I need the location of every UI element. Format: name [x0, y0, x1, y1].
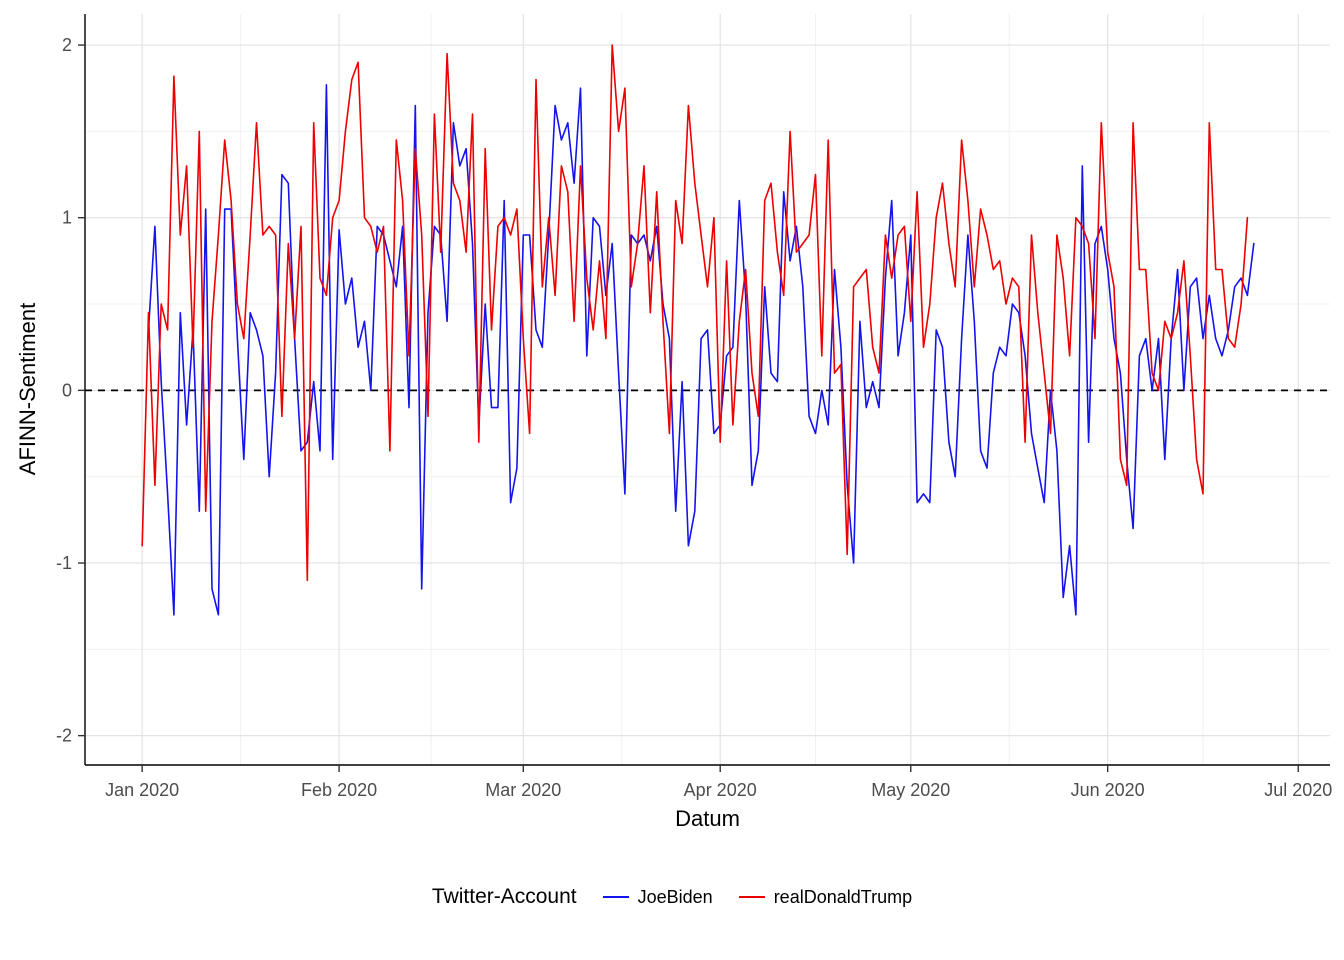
x-tick-label: Jun 2020	[1071, 780, 1145, 800]
x-tick-label: Feb 2020	[301, 780, 377, 800]
legend-label-realdonaldtrump: realDonaldTrump	[773, 886, 913, 907]
x-tick-label: Apr 2020	[684, 780, 757, 800]
series-line-realdonaldtrump	[141, 44, 1249, 582]
legend-label-joebiden: JoeBiden	[637, 886, 713, 907]
y-axis-title: AFINN-Sentiment	[15, 302, 40, 476]
legend-title: Twitter-Account	[431, 885, 577, 908]
legend-line-icon	[738, 896, 765, 898]
x-axis-title: Datum	[675, 806, 740, 831]
x-tick-label: Jan 2020	[105, 780, 179, 800]
y-tick-label: 2	[62, 35, 72, 55]
legend-line-icon	[602, 896, 629, 898]
y-tick-label: 1	[62, 208, 72, 228]
legend-item-realdonaldtrump: realDonaldTrump	[738, 886, 913, 908]
y-tick-label: -2	[56, 726, 72, 746]
plot-area: -2 -1 0 1 2 Jan 2020 Feb 2020 Mar 2020 Apr 2020 M…	[56, 14, 1332, 800]
y-tick-label: -1	[56, 553, 72, 573]
x-tick-label: May 2020	[871, 780, 950, 800]
x-tick-label: Jul 2020	[1264, 780, 1332, 800]
legend: Twitter-Account JoeBiden realDonaldTrump	[0, 885, 1344, 909]
y-tick-label: 0	[62, 380, 72, 400]
series-line-joebiden	[147, 84, 1255, 616]
legend-item-joebiden: JoeBiden	[602, 886, 713, 908]
x-tick-label: Mar 2020	[485, 780, 561, 800]
